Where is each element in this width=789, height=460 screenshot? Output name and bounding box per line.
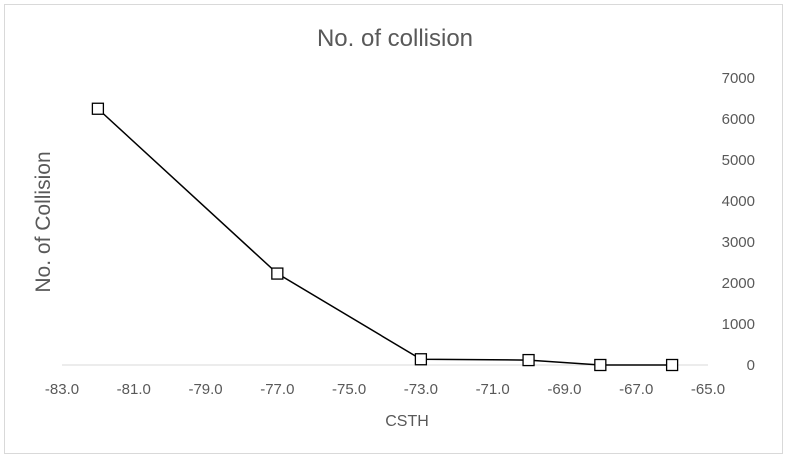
data-point-marker <box>414 353 428 366</box>
chart-frame <box>4 4 783 454</box>
y-tick-label: 0 <box>747 357 755 374</box>
y-axis-title: No. of Collision <box>32 151 55 292</box>
data-point-marker <box>91 102 105 115</box>
x-tick-label: -75.0 <box>332 381 366 398</box>
x-tick-label: -81.0 <box>117 381 151 398</box>
series-group <box>91 102 679 372</box>
y-tick-label: 2000 <box>722 275 755 292</box>
tick-labels: -83.0 -81.0 -79.0 -77.0 -75.0 -73.0 -71.0 -69.0… <box>45 70 755 398</box>
x-tick-label: -73.0 <box>404 381 438 398</box>
x-tick-label: -65.0 <box>691 381 725 398</box>
chart-title: No. of collision <box>317 25 473 52</box>
data-point-marker <box>665 358 679 372</box>
x-tick-label: -71.0 <box>476 381 510 398</box>
y-tick-label: 5000 <box>722 152 755 169</box>
y-tick-label: 1000 <box>722 316 755 333</box>
data-point-marker <box>522 353 535 367</box>
x-tick-label: -77.0 <box>260 381 294 398</box>
x-axis-title: CSTH <box>385 413 429 430</box>
y-tick-label: 4000 <box>722 193 755 210</box>
x-tick-label: -67.0 <box>619 381 653 398</box>
y-tick-label: 6000 <box>722 111 755 128</box>
data-point-marker <box>271 267 284 280</box>
series-line <box>97 108 673 366</box>
x-tick-label: -79.0 <box>188 381 222 398</box>
x-tick-label: -83.0 <box>45 381 79 398</box>
y-tick-label: 3000 <box>722 234 755 251</box>
data-point-marker <box>594 358 607 372</box>
x-tick-label: -69.0 <box>547 381 581 398</box>
y-tick-label: 7000 <box>722 70 755 87</box>
